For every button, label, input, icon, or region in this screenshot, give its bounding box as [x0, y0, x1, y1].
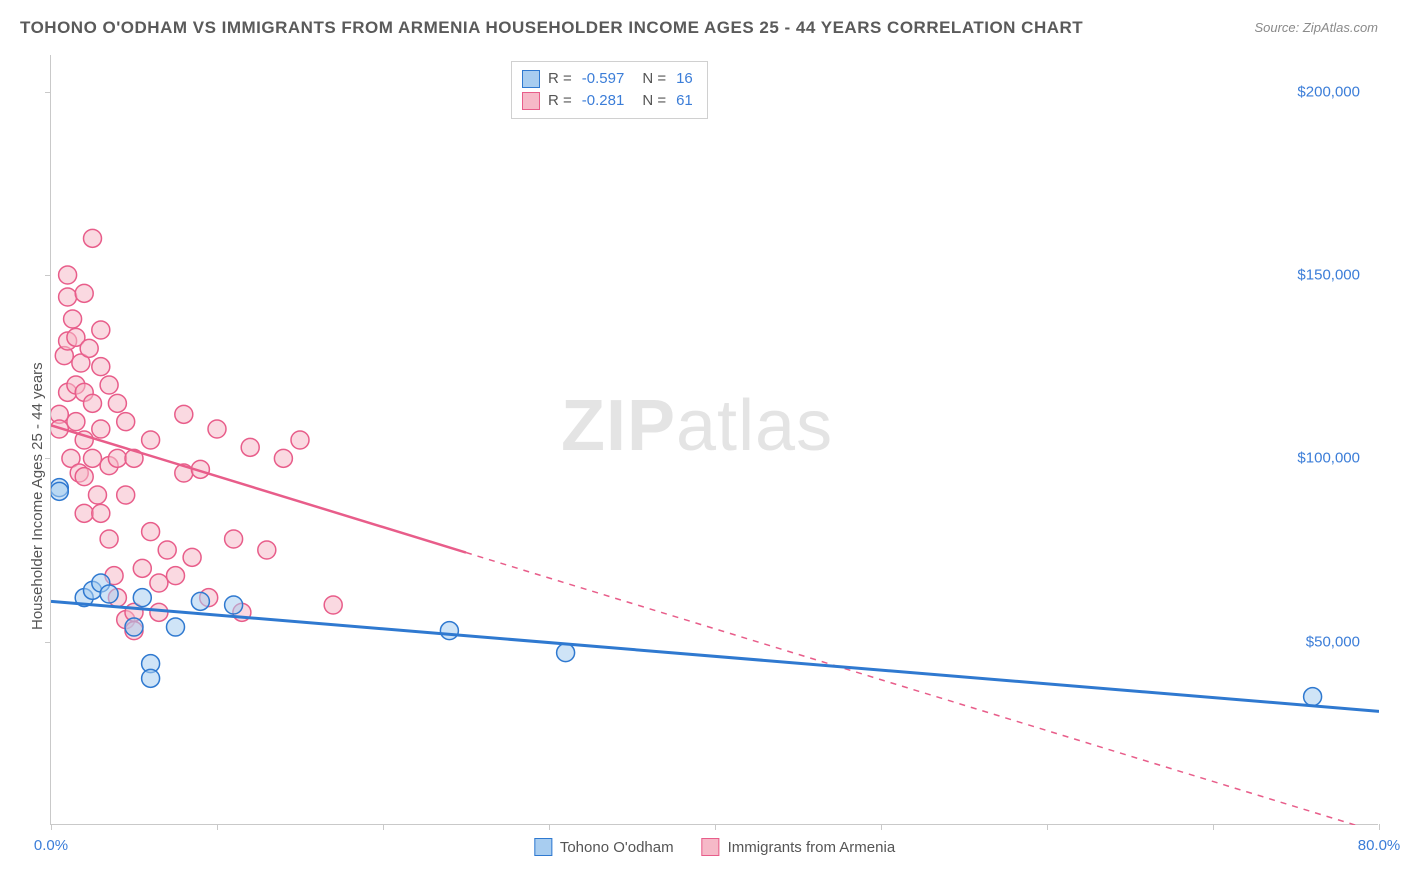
pink-point: [158, 541, 176, 559]
pink-point: [117, 486, 135, 504]
pink-point: [133, 559, 151, 577]
pink-point: [291, 431, 309, 449]
blue-point: [125, 618, 143, 636]
pink-point: [208, 420, 226, 438]
swatch-pink: [702, 838, 720, 856]
pink-point: [75, 284, 93, 302]
pink-regression-dashed: [466, 553, 1379, 825]
n-value-pink: 61: [676, 90, 693, 112]
pink-point: [80, 339, 98, 357]
blue-point: [51, 482, 68, 500]
y-tick-label: $100,000: [1297, 450, 1360, 467]
pink-point: [67, 413, 85, 431]
x-tick-label: 80.0%: [1358, 837, 1401, 854]
blue-point: [557, 644, 575, 662]
pink-point: [108, 394, 126, 412]
blue-point: [167, 618, 185, 636]
pink-point: [59, 266, 77, 284]
source-attribution: Source: ZipAtlas.com: [1254, 20, 1378, 35]
blue-point: [440, 622, 458, 640]
chart-svg: [51, 55, 1379, 825]
chart-plot-area: ZIPatlas $50,000$100,000$150,000$200,000…: [50, 55, 1378, 825]
pink-point: [100, 376, 118, 394]
pink-point: [84, 229, 102, 247]
n-label: N =: [642, 90, 666, 112]
blue-point: [1304, 688, 1322, 706]
pink-point: [92, 321, 110, 339]
pink-point: [59, 288, 77, 306]
swatch-blue: [522, 70, 540, 88]
pink-point: [150, 574, 168, 592]
pink-point: [225, 530, 243, 548]
legend-item-pink: Immigrants from Armenia: [702, 838, 896, 856]
pink-point: [64, 310, 82, 328]
pink-point: [100, 530, 118, 548]
pink-point: [117, 413, 135, 431]
pink-point: [84, 394, 102, 412]
blue-point: [133, 589, 151, 607]
pink-point: [88, 486, 106, 504]
blue-regression: [51, 601, 1379, 711]
blue-point: [142, 669, 160, 687]
y-tick-label: $50,000: [1306, 633, 1360, 650]
pink-point: [167, 567, 185, 585]
swatch-pink: [522, 92, 540, 110]
correlation-legend: R = -0.597 N = 16 R = -0.281 N = 61: [511, 61, 708, 119]
legend-label-blue: Tohono O'odham: [560, 839, 674, 856]
pink-point: [75, 504, 93, 522]
pink-point: [84, 449, 102, 467]
pink-point: [324, 596, 342, 614]
legend-item-blue: Tohono O'odham: [534, 838, 674, 856]
r-value-pink: -0.281: [582, 90, 625, 112]
x-tick-label: 0.0%: [34, 837, 68, 854]
pink-point: [142, 523, 160, 541]
correlation-row-blue: R = -0.597 N = 16: [522, 68, 693, 90]
pink-point: [150, 603, 168, 621]
pink-point: [241, 438, 259, 456]
pink-point: [92, 358, 110, 376]
pink-point: [183, 548, 201, 566]
legend-label-pink: Immigrants from Armenia: [728, 839, 896, 856]
pink-point: [92, 420, 110, 438]
r-label: R =: [548, 90, 572, 112]
pink-point: [142, 431, 160, 449]
pink-point: [274, 449, 292, 467]
y-tick-label: $150,000: [1297, 267, 1360, 284]
r-value-blue: -0.597: [582, 68, 625, 90]
blue-point: [191, 592, 209, 610]
r-label: R =: [548, 68, 572, 90]
pink-point: [92, 504, 110, 522]
pink-point: [175, 405, 193, 423]
correlation-row-pink: R = -0.281 N = 61: [522, 90, 693, 112]
swatch-blue: [534, 838, 552, 856]
y-axis-label: Householder Income Ages 25 - 44 years: [29, 362, 46, 630]
blue-point: [225, 596, 243, 614]
blue-point: [100, 585, 118, 603]
pink-point: [75, 468, 93, 486]
series-legend: Tohono O'odham Immigrants from Armenia: [534, 838, 895, 856]
pink-point: [108, 449, 126, 467]
pink-point: [258, 541, 276, 559]
page-title: TOHONO O'ODHAM VS IMMIGRANTS FROM ARMENI…: [20, 18, 1083, 38]
y-tick-label: $200,000: [1297, 83, 1360, 100]
n-value-blue: 16: [676, 68, 693, 90]
n-label: N =: [642, 68, 666, 90]
